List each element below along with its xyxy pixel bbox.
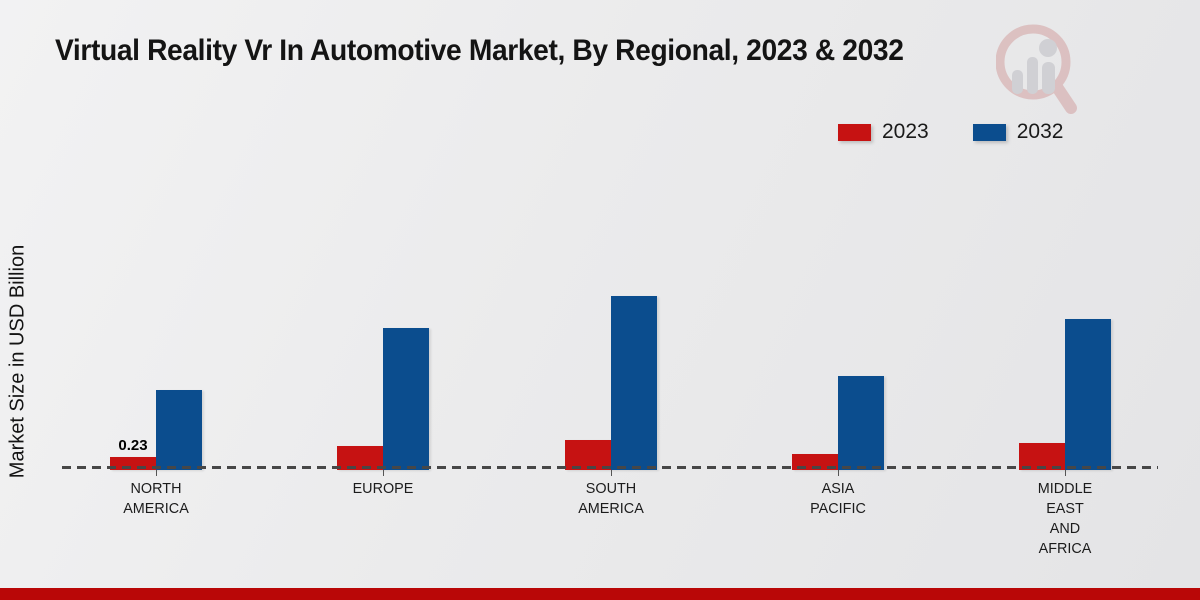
mrfr-logo-watermark	[996, 24, 1077, 114]
category-label-asia-pacific: ASIA PACIFIC	[809, 480, 866, 517]
logo-bar-small	[1012, 70, 1023, 94]
category-label-middle-east-and-africa: MIDDLE EAST AND AFRICA	[1037, 480, 1093, 557]
logo-bar-medium	[1027, 57, 1038, 94]
logo-ring	[996, 24, 1071, 100]
x-tick-asia-pacific	[837, 470, 839, 476]
logo-bar-tall	[1042, 62, 1055, 94]
legend-item-2032: 2032	[972, 120, 1064, 144]
bar-2032-south-america	[610, 296, 657, 470]
bar-2023-south-america	[564, 440, 611, 470]
legend-swatch-2032	[972, 123, 1006, 141]
bar-2023-middle-east-and-africa	[1019, 443, 1065, 470]
legend: 2023 2032	[838, 120, 1063, 144]
logo-person-head	[1039, 39, 1057, 57]
category-label-europe: EUROPE	[352, 480, 414, 497]
logo-handle	[1051, 81, 1077, 114]
bar-2032-europe	[383, 328, 430, 470]
category-label-south-america: SOUTH AMERICA	[577, 480, 644, 517]
legend-swatch-2023	[838, 123, 871, 141]
bar-2032-asia-pacific	[837, 376, 884, 470]
legend-label-2023: 2023	[882, 120, 929, 143]
chart-title: Virtual Reality Vr In Automotive Market,…	[55, 34, 904, 67]
x-tick-south-america	[610, 470, 612, 476]
zero-baseline	[62, 466, 1158, 469]
x-tick-middle-east-and-africa	[1065, 470, 1066, 476]
legend-label-2032: 2032	[1016, 120, 1064, 143]
legend-item-2023: 2023	[838, 120, 929, 144]
x-tick-north-america	[156, 470, 157, 476]
category-label-north-america: NORTH AMERICA	[123, 480, 189, 517]
x-tick-europe	[383, 470, 385, 476]
bar-2032-middle-east-and-africa	[1065, 319, 1111, 470]
footer-accent-bar	[0, 588, 1200, 600]
data-label-2023-north-america: 0.23	[118, 437, 148, 454]
bar-2032-north-america	[156, 390, 202, 470]
